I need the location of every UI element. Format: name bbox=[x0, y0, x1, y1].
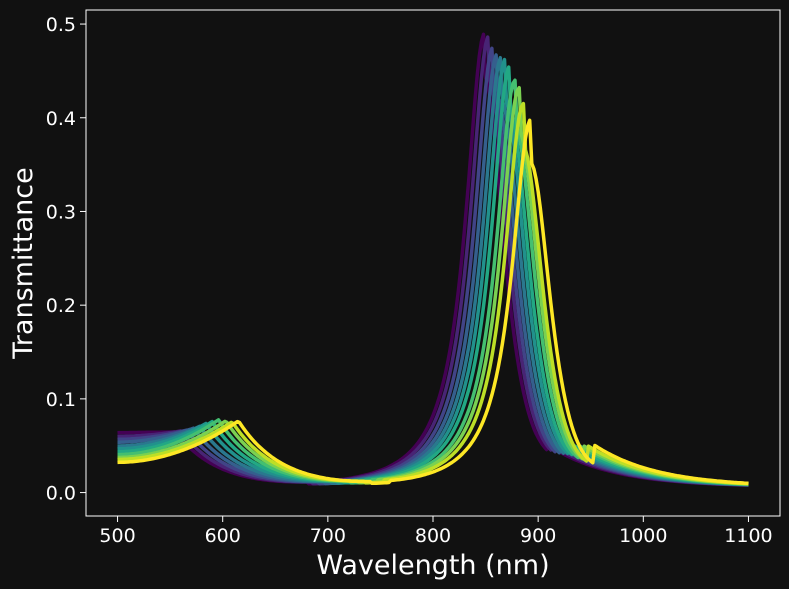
series-line-10 bbox=[117, 101, 749, 486]
y-tick-label: 0.0 bbox=[46, 483, 76, 505]
x-tick-label: 1000 bbox=[619, 525, 667, 547]
x-axis-label: Wavelength (nm) bbox=[316, 550, 549, 581]
y-axis-ticks: 0.0 0.1 0.2 0.3 0.4 0.5 bbox=[46, 14, 86, 505]
x-axis-ticks: 500 600 700 800 900 1000 1100 bbox=[99, 516, 773, 547]
y-tick-label: 0.3 bbox=[46, 201, 76, 223]
y-tick-label: 0.2 bbox=[46, 295, 76, 317]
y-axis-label: Transmittance bbox=[8, 167, 39, 359]
x-tick-label: 900 bbox=[520, 525, 556, 547]
y-tick-label: 0.1 bbox=[46, 389, 76, 411]
series-layer bbox=[117, 32, 749, 487]
x-tick-label: 800 bbox=[415, 525, 451, 547]
y-tick-label: 0.4 bbox=[46, 108, 76, 130]
series-line-11 bbox=[117, 118, 749, 486]
series-line-1 bbox=[117, 32, 749, 487]
y-tick-label: 0.5 bbox=[46, 14, 76, 36]
x-tick-label: 700 bbox=[310, 525, 346, 547]
x-tick-label: 600 bbox=[205, 525, 241, 547]
x-tick-label: 500 bbox=[99, 525, 135, 547]
x-tick-label: 1100 bbox=[724, 525, 772, 547]
